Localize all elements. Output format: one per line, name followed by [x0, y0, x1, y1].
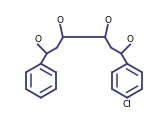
Text: O: O: [57, 16, 64, 24]
Text: Cl: Cl: [123, 99, 132, 108]
Text: O: O: [104, 16, 111, 24]
Text: O: O: [127, 35, 134, 44]
Text: O: O: [34, 35, 41, 44]
